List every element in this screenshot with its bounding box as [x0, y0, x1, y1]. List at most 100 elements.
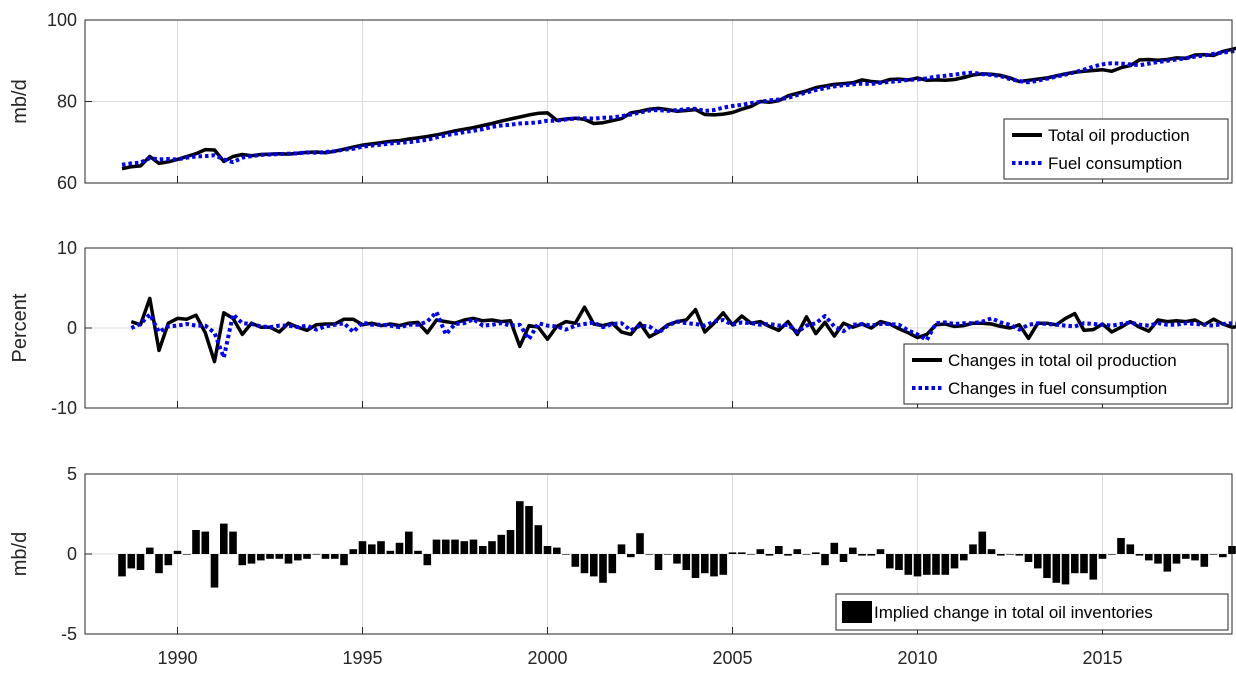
bar [932, 554, 940, 575]
bar [442, 539, 450, 554]
bar [432, 539, 441, 554]
y-tick-label: 60 [57, 173, 77, 193]
bar [275, 554, 284, 559]
bar [553, 547, 561, 554]
bar [349, 549, 358, 554]
axes-box [84, 247, 1233, 409]
bar [506, 530, 515, 554]
bar [1089, 554, 1098, 580]
bar [331, 554, 339, 559]
bar [580, 554, 589, 574]
bar [793, 549, 802, 554]
bar [229, 531, 237, 554]
bar [747, 554, 755, 555]
bar [710, 554, 718, 577]
bar [257, 554, 265, 561]
bar [1061, 554, 1070, 585]
bar [238, 554, 247, 566]
bar [1043, 554, 1051, 578]
bar [266, 554, 274, 559]
bar [1209, 554, 1218, 555]
y-tick-label: -10 [51, 398, 77, 418]
bar [118, 554, 126, 577]
bar [395, 542, 404, 554]
legend-label-0: Implied change in total oil inventories [874, 603, 1153, 622]
bar [155, 554, 163, 574]
bar [997, 554, 1005, 556]
bar [728, 552, 737, 554]
bar [358, 541, 367, 554]
bar [821, 554, 829, 566]
bar [1126, 544, 1135, 554]
x-tick-label: 2015 [1082, 648, 1122, 668]
bar [599, 554, 607, 583]
bar [562, 554, 570, 555]
bar [636, 533, 644, 554]
bar [913, 554, 922, 577]
bar [756, 549, 765, 554]
y-axis-label: mb/d [9, 532, 31, 576]
x-tick-label: 1995 [342, 648, 382, 668]
bar [691, 554, 700, 578]
bar [765, 554, 774, 556]
legend-box [1003, 118, 1229, 180]
legend-label-0: Changes in total oil production [948, 351, 1177, 370]
bar [775, 546, 783, 554]
bar [497, 534, 506, 554]
bar [867, 554, 876, 556]
bar [664, 554, 672, 555]
bar [978, 531, 987, 554]
tick-labels: -10 0 10 [51, 238, 77, 418]
bar [719, 554, 728, 575]
bar [414, 550, 422, 554]
bar [136, 554, 145, 570]
legend: Implied change in total oil inventories [835, 593, 1229, 631]
bar [941, 554, 950, 575]
y-tick-label: 5 [67, 464, 77, 484]
bar [1108, 554, 1116, 555]
bar [525, 506, 533, 554]
panel-percent-changes: -10 0 10 Percent Changes in total oil prod… [9, 238, 1236, 418]
bar [534, 525, 543, 554]
legend-box [903, 343, 1229, 405]
bar [950, 554, 959, 569]
bar [1015, 554, 1024, 556]
axes-box [84, 19, 1233, 184]
bar [1219, 554, 1227, 558]
y-tick-label: 100 [47, 10, 77, 30]
legend-label-1: Changes in fuel consumption [948, 379, 1167, 398]
plot-lines [130, 296, 1236, 364]
bar [1191, 554, 1199, 561]
bar [386, 550, 395, 554]
bar [340, 554, 348, 566]
bar [312, 554, 321, 555]
bar [1098, 554, 1107, 559]
bar [682, 554, 691, 570]
bar [516, 501, 524, 554]
bar [876, 549, 885, 554]
bar [969, 544, 977, 554]
bar [469, 539, 478, 554]
bar [1172, 554, 1181, 564]
y-tick-label: -5 [61, 624, 77, 644]
bar [377, 541, 385, 554]
bar [1154, 554, 1162, 564]
bar [1145, 554, 1153, 561]
bar [488, 541, 496, 554]
bar [294, 554, 302, 561]
x-tick-label: 2005 [712, 648, 752, 668]
bar [303, 554, 311, 559]
bar [987, 549, 996, 554]
bar [460, 541, 469, 554]
y-tick-label: 0 [67, 318, 77, 338]
bar [904, 554, 913, 575]
series-line-1 [130, 310, 1236, 360]
bar [849, 547, 857, 554]
bar [127, 554, 136, 569]
legend-box [835, 593, 1229, 631]
bar [405, 531, 413, 554]
bar [1135, 554, 1144, 556]
bar [423, 554, 432, 566]
